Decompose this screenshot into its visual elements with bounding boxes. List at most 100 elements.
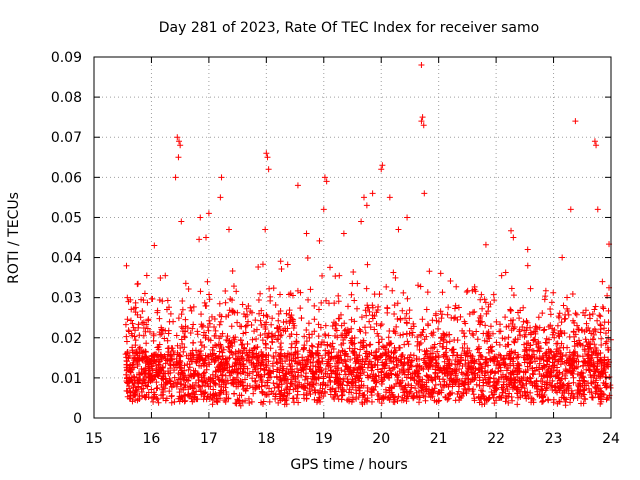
data-point [309, 349, 316, 356]
data-point [287, 314, 294, 321]
data-point [363, 312, 370, 319]
data-point [349, 280, 356, 287]
data-point [124, 294, 131, 301]
data-point [554, 340, 561, 347]
data-point [280, 392, 287, 399]
data-point [226, 307, 233, 314]
data-point [360, 194, 367, 201]
data-point [264, 377, 271, 384]
data-point [259, 357, 266, 364]
chart-title: Day 281 of 2023, Rate Of TEC Index for r… [159, 20, 539, 36]
data-point [332, 273, 339, 280]
data-point [416, 394, 423, 401]
data-point [136, 332, 143, 339]
data-point [202, 389, 209, 396]
data-point [340, 336, 347, 343]
data-point [522, 331, 529, 338]
data-point [421, 190, 428, 197]
data-point [344, 382, 351, 389]
data-point [400, 367, 407, 374]
data-point [444, 311, 451, 318]
data-point [574, 322, 581, 329]
data-point [509, 397, 516, 404]
data-point [198, 342, 205, 349]
data-point [225, 343, 232, 350]
data-point [262, 326, 269, 333]
data-point [493, 318, 500, 325]
data-point [432, 381, 439, 388]
data-point [209, 401, 216, 408]
data-point [576, 390, 583, 397]
data-point [219, 330, 226, 337]
data-point [204, 380, 211, 387]
data-point [186, 383, 193, 390]
data-point [344, 353, 351, 360]
data-point [218, 174, 225, 181]
data-point [598, 335, 605, 342]
data-point [143, 321, 150, 328]
data-point [269, 360, 276, 367]
data-point [378, 378, 385, 385]
data-point [570, 368, 577, 375]
data-point [383, 389, 390, 396]
data-point [288, 357, 295, 364]
data-point [175, 376, 182, 383]
data-point [424, 289, 431, 296]
data-point [561, 316, 568, 323]
data-point [483, 380, 490, 387]
data-point [222, 398, 229, 405]
data-point [594, 363, 601, 370]
data-point [570, 379, 577, 386]
data-point [586, 367, 593, 374]
data-point [123, 387, 130, 394]
data-point [258, 399, 265, 406]
data-point [215, 355, 222, 362]
data-point [404, 393, 411, 400]
data-point [189, 398, 196, 405]
data-point [532, 323, 539, 330]
data-point [524, 262, 531, 269]
data-point [428, 354, 435, 361]
data-point [527, 375, 534, 382]
data-point [216, 321, 223, 328]
data-point [372, 372, 379, 379]
data-point [585, 355, 592, 362]
data-point [556, 387, 563, 394]
data-point [366, 308, 373, 315]
data-point [391, 310, 398, 317]
data-point [521, 388, 528, 395]
data-point [528, 395, 535, 402]
data-point [291, 368, 298, 375]
data-point [162, 385, 169, 392]
data-point [513, 354, 520, 361]
data-point [450, 315, 457, 322]
data-point [223, 391, 230, 398]
data-point [374, 330, 381, 337]
data-point [479, 365, 486, 372]
data-point [433, 360, 440, 367]
data-point [171, 374, 178, 381]
data-point [175, 315, 182, 322]
data-point [159, 386, 166, 393]
data-point [414, 362, 421, 369]
data-point [481, 296, 488, 303]
data-point [329, 323, 336, 330]
data-point [544, 361, 551, 368]
data-point [472, 366, 479, 373]
data-point [226, 369, 233, 376]
data-point [406, 389, 413, 396]
data-point [235, 347, 242, 354]
data-point [216, 348, 223, 355]
data-point [582, 358, 589, 365]
data-point [546, 336, 553, 343]
data-point [450, 349, 457, 356]
data-point [269, 338, 276, 345]
data-point [141, 366, 148, 373]
data-point [579, 373, 586, 380]
data-point [266, 285, 273, 292]
data-point [547, 348, 554, 355]
data-point [339, 391, 346, 398]
data-point [469, 330, 476, 337]
data-point [417, 339, 424, 346]
data-point [264, 313, 271, 320]
